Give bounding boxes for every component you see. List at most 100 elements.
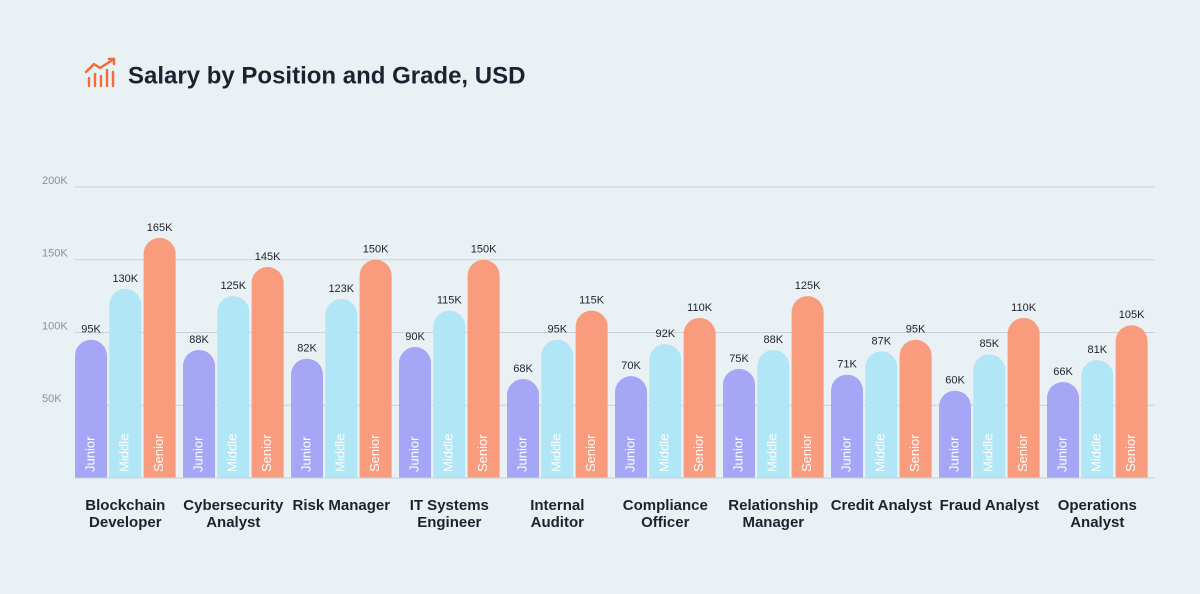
value-label: 88K [764,334,784,346]
bar-series-label: Senior [475,434,490,472]
bar-series-label: Junior [514,436,529,472]
bar [615,376,647,478]
value-label: 75K [729,353,749,365]
x-tick-label: Relationship Manager [728,497,819,531]
x-tick-label: Operations Analyst [1057,497,1137,531]
bar-series-label: Senior [907,434,922,472]
x-tick-label: Credit Analyst [830,497,932,514]
bar [865,351,898,478]
value-label: 130K [112,273,138,285]
bar-series-label: Junior [730,436,745,472]
bar-series-label: Junior [298,436,313,472]
bar-series-label: Senior [1123,434,1138,472]
x-tick-label: Internal Auditor [530,497,585,531]
bar [507,379,539,478]
bar-series-label: Junior [946,436,961,472]
value-label: 145K [255,251,281,263]
bar-series-label: Middle [333,434,348,472]
bar [143,237,176,478]
x-tick-label: Fraud Analyst [939,497,1040,514]
value-label: 66K [1053,366,1073,378]
bar [1081,360,1114,478]
y-tick-label: 200K [42,175,68,187]
bar [649,344,682,478]
value-label: 92K [656,328,676,340]
value-label: 87K [872,335,892,347]
x-tick-label: Risk Manager [292,497,391,514]
bar [467,259,500,478]
value-label: 125K [795,280,821,292]
value-label: 68K [513,363,533,375]
x-tick-label: Cybersecurity Analyst [183,497,284,531]
y-tick-label: 100K [42,320,68,332]
bar [75,339,107,478]
value-label: 71K [837,359,857,371]
bar [791,296,824,478]
value-label: 115K [437,295,463,307]
y-tick-label: 150K [42,248,68,260]
bar [683,317,716,478]
value-label: 88K [189,334,209,346]
chart-title: Salary by Position and Grade, USD [128,62,525,89]
bar [251,267,284,478]
bar-series-label: Junior [82,436,97,472]
bar [291,358,323,478]
bar-series-label: Senior [583,434,598,472]
value-label: 95K [81,324,101,336]
value-label: 150K [363,244,389,256]
y-tick-label: 50K [42,393,62,405]
bar-series-label: Middle [873,434,888,472]
x-tick-label: Blockchain Developer [85,497,166,531]
bar [831,374,863,478]
value-label: 82K [297,343,317,355]
bar [1047,381,1079,478]
bar-series-label: Middle [1089,434,1104,472]
x-tick-label: IT Systems Engineer [409,497,489,531]
bar [183,349,215,478]
value-label: 115K [579,295,605,307]
value-label: 70K [621,360,641,372]
value-label: 105K [1119,309,1145,321]
bar-series-label: Junior [838,436,853,472]
value-label: 110K [1011,302,1037,314]
value-label: 150K [471,244,497,256]
bar [109,288,142,478]
bar-series-label: Middle [981,434,996,472]
bar [433,310,466,478]
bar [325,299,358,478]
bar [399,347,431,478]
bar-series-label: Middle [765,434,780,472]
bar-series-label: Middle [225,434,240,472]
title-icon [84,57,116,88]
bar-series-label: Junior [190,436,205,472]
bar-series-label: Senior [367,434,382,472]
bar-series-label: Middle [549,434,564,472]
value-label: 60K [945,375,965,387]
bar-series-label: Junior [622,436,637,472]
x-tick-label: Compliance Officer [622,497,708,531]
bar-series-label: Junior [1054,436,1069,472]
bar [973,354,1006,478]
value-label: 85K [980,338,1000,350]
bar [757,349,790,478]
bar-series-label: Senior [1015,434,1030,472]
bar-series-label: Senior [799,434,814,472]
bar-series-label: Senior [151,434,166,472]
bar [723,368,755,478]
value-label: 81K [1088,344,1108,356]
value-label: 125K [220,280,246,292]
value-label: 165K [147,222,173,234]
bar [217,296,250,478]
bar-series-label: Junior [406,436,421,472]
bar-series-label: Middle [117,434,132,472]
value-label: 123K [328,283,354,295]
bar-series-label: Senior [691,434,706,472]
bar-series-label: Senior [259,434,274,472]
value-label: 110K [687,302,713,314]
bar [939,390,971,478]
bar [899,339,932,478]
bar [1115,325,1148,478]
bar [359,259,392,478]
